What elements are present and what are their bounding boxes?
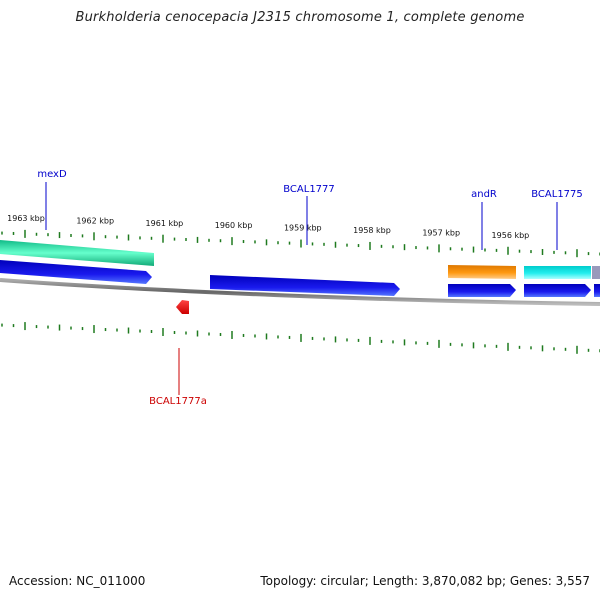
scale-label: 1963 kbp [7,214,45,223]
gene-callouts: mexD BCAL1777 andR BCAL1775 BCAL1777a [37,169,582,407]
BCAL1777a-gene-arrow[interactable] [176,300,189,314]
BCAL1775-inner-gene-arrow[interactable] [524,284,591,297]
gene-arrow-blue-1[interactable] [0,260,152,284]
andR-gene-bar[interactable] [448,265,516,279]
accession-text: Accession: NC_011000 [9,574,146,588]
scale-ticks-top [1,229,600,258]
scale-label: 1958 kbp [353,226,391,235]
scale-label: 1961 kbp [146,219,184,228]
gene-label-BCAL1777[interactable]: BCAL1777 [283,184,335,195]
gene-arrow-edge[interactable] [594,284,600,297]
mexD-gene-bar[interactable] [0,240,154,266]
BCAL1775-gene-bar[interactable] [524,266,591,279]
scale-label: 1960 kbp [215,221,253,230]
BCAL1777-gene-arrow[interactable] [210,275,400,296]
scale-label: 1962 kbp [76,216,114,225]
scale-ticks-bottom [1,322,600,354]
gene-label-BCAL1775[interactable]: BCAL1775 [531,189,583,200]
scale-label: 1959 kbp [284,224,322,233]
scale-label: 1956 kbp [492,231,530,240]
scale-label: 1957 kbp [422,228,460,237]
chromosome-backbone [0,278,600,306]
andR-inner-gene-arrow[interactable] [448,284,516,297]
gene-bar-edge[interactable] [592,266,600,279]
genome-summary-text: Topology: circular; Length: 3,870,082 bp… [260,574,590,588]
gene-label-BCAL1777a[interactable]: BCAL1777a [149,396,207,407]
genome-title: Burkholderia cenocepacia J2315 chromosom… [75,10,525,25]
gene-label-andR[interactable]: andR [471,189,497,200]
gene-label-mexD[interactable]: mexD [37,169,67,180]
scale-tick-labels: 1963 kbp 1962 kbp 1961 kbp 1960 kbp 1959 kbp… [7,214,529,240]
